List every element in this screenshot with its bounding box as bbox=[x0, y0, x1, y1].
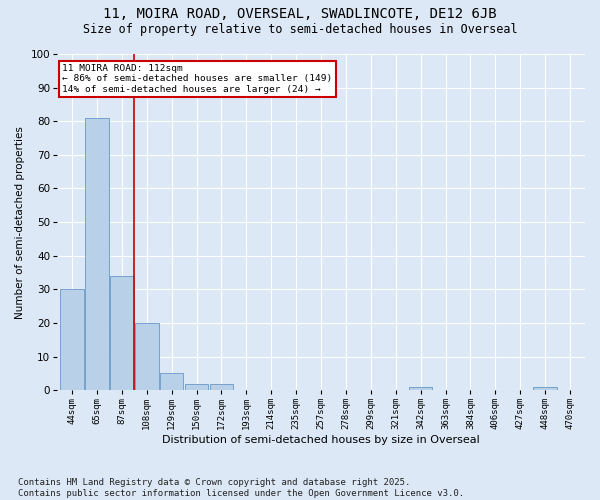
Bar bbox=[209, 384, 233, 390]
Bar bbox=[85, 118, 109, 390]
Text: 11 MOIRA ROAD: 112sqm
← 86% of semi-detached houses are smaller (149)
14% of sem: 11 MOIRA ROAD: 112sqm ← 86% of semi-deta… bbox=[62, 64, 332, 94]
Y-axis label: Number of semi-detached properties: Number of semi-detached properties bbox=[15, 126, 25, 318]
Text: 11, MOIRA ROAD, OVERSEAL, SWADLINCOTE, DE12 6JB: 11, MOIRA ROAD, OVERSEAL, SWADLINCOTE, D… bbox=[103, 8, 497, 22]
Bar bbox=[533, 387, 557, 390]
Text: Size of property relative to semi-detached houses in Overseal: Size of property relative to semi-detach… bbox=[83, 22, 517, 36]
Text: Contains HM Land Registry data © Crown copyright and database right 2025.
Contai: Contains HM Land Registry data © Crown c… bbox=[18, 478, 464, 498]
Bar bbox=[135, 323, 158, 390]
Bar bbox=[160, 374, 184, 390]
X-axis label: Distribution of semi-detached houses by size in Overseal: Distribution of semi-detached houses by … bbox=[162, 435, 480, 445]
Bar bbox=[409, 387, 433, 390]
Bar bbox=[60, 290, 84, 390]
Bar bbox=[110, 276, 134, 390]
Bar bbox=[185, 384, 208, 390]
